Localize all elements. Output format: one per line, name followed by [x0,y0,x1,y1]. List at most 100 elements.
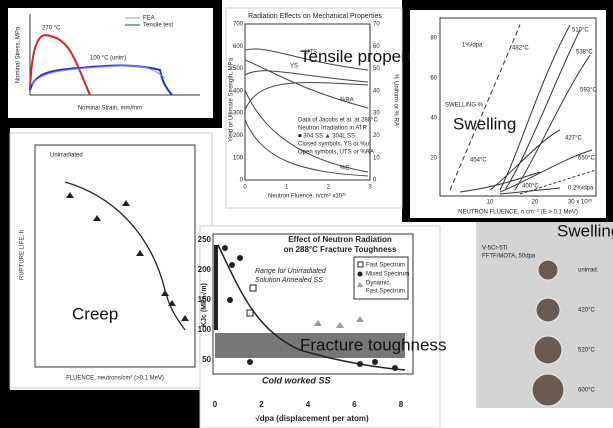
temperature-label: 427°C [565,136,582,142]
temperature-label: 454°C [470,158,487,164]
overlay-text: Tensile properties [300,47,433,66]
label: 0.2%/dpa [568,186,594,192]
y-tick-label: 250 [198,235,212,244]
y-tick-label: 10 [373,155,380,161]
y-tick-label: 300 [233,111,244,117]
chart-title: Effect of Neutron Radiation [288,235,392,244]
y-tick-label: 500 [233,66,244,72]
x-tick-label: 10 [487,200,494,206]
background [0,390,200,428]
y-tick-label: 200 [233,133,244,139]
y-tick-label: 40 [430,116,437,122]
temperature-label: 400°C [522,184,539,190]
x-tick-label: 8 [399,400,404,409]
legend-text: Dynamic, [366,281,391,287]
legend-text: Tensile test [143,23,173,29]
y-tick-label: 40 [373,88,380,94]
y-tick-label: 100 [233,155,244,161]
axis-title: KJc (MPa√m) [200,283,208,327]
curve-label: UTS [305,50,317,56]
legend-text: Fast Spectrum [366,263,405,269]
x-tick-label: 1 [285,185,289,191]
specimen-label: unirrad. [578,268,599,274]
label: 270 °C [42,26,61,32]
axis-title: NEUTRON FLUENCE, n cm⁻² (E > 0.1 MeV) [458,210,578,216]
band [215,333,405,358]
legend-text: Open symbols, UTS or %RA [298,150,374,156]
axis-title: SWELLING % [445,103,484,109]
y-tick-label: 20 [430,156,437,162]
x-tick-label: 0 [213,400,218,409]
panel [199,225,441,428]
y-tick-label: 100 [198,325,212,334]
chart-title: on 288°C Fracture Toughness [284,245,397,254]
specimen-label: 520°C [578,348,595,354]
overlay-text: Swelling [557,221,613,240]
overlay-text: Swelling [453,114,516,133]
y-tick-label: 0 [373,178,377,184]
legend-text: FEA [143,16,155,22]
y-tick-label: 700 [233,22,244,28]
x-tick-label: 0 [243,185,247,191]
y-tick-label: 0 [240,178,244,184]
legend-text: Fast Spectrum [366,289,405,295]
y-tick-label: 600 [233,44,244,50]
radiation-plot: Radiation Effects on Mechanical Properti… [229,13,434,200]
background [0,120,10,428]
y-tick-label: 70 [373,22,380,28]
legend-text: ■ 304 SS ▲ 304L SS [298,134,355,140]
temperature-label: 510°C [572,28,589,34]
swelling-photo: Swelling V-5Cr-5Ti FFTF/MOTA, 50dpa unir… [482,221,613,407]
chart-title: Radiation Effects on Mechanical Properti… [248,13,382,20]
y-tick-label: 50 [373,66,380,72]
overlay-text: Tensile properties [300,47,433,66]
axis-title: Yield or Ultimate Strength, MPa [229,57,235,141]
specimen-label: 600°C [578,388,595,394]
y-tick-label: 30 [373,111,380,117]
caption: FFTF/MOTA, 50dpa [482,254,536,260]
curve-label: %E [340,166,349,172]
temperature-label: 650°C [578,156,595,162]
specimen [535,297,561,323]
specimen [537,259,559,281]
y-tick-label: 150 [198,295,212,304]
x-tick-label: 20 [532,200,539,206]
specimen-label: 420°C [578,308,595,314]
swelling-plot: Swelling 1%/dpa 0.2%/dpa SWELLING % NEUT… [430,17,597,216]
label: Cold worked SS [262,375,331,385]
axis-title: Nominal Strain, mm/mm [78,106,142,112]
axis-title: RUPTURE LIFE, h [20,230,26,280]
legend-text: Neutron Irradiation in ATR [298,126,368,132]
panel [9,132,213,389]
x-tick-label: 6 [352,400,357,409]
fracture-plot: Effect of Neutron Radiation on 288°C Fra… [198,233,446,423]
axis-title: FLUENCE, neutrons/cm² (>0.1 MeV) [66,376,164,382]
legend-text: Data of Jacobs et al. at 288°C [298,118,378,124]
overlay-text: Creep [72,304,118,323]
axis-title: √dpa (displacement per atom) [255,414,369,423]
y-tick-label: 60 [373,44,380,50]
overlay-text: Fracture toughness [300,335,446,354]
y-tick-label: 400 [233,88,244,94]
curve-label: YS [290,64,298,70]
label: Range for Unirradiated [255,268,327,275]
y-tick-label: 50 [202,355,211,364]
y-tick-label: 60 [430,76,437,82]
x-tick-label: 2 [259,400,264,409]
y-tick-label: 20 [373,133,380,139]
temperature-label: 593°C [580,88,597,94]
label: 100 °C (unirr) [90,56,126,62]
temperature-label: 538°C [576,50,593,56]
legend-text: Mixed Spectrum [366,272,409,278]
panel [8,8,213,118]
label: Solution Annealed SS [255,277,323,284]
curve-label: %RA [340,98,354,104]
x-tick-label: 2 [327,185,331,191]
axis-title: Neutron Fluence, n/cm² x10²¹ [268,194,346,200]
y-tick-label: 80 [430,36,437,42]
label: 1%/dpa [462,43,483,49]
specimen [531,373,565,407]
legend-text: Closed symbols, YS or %u [298,142,369,148]
caption: V-5Cr-5Ti [482,246,507,252]
